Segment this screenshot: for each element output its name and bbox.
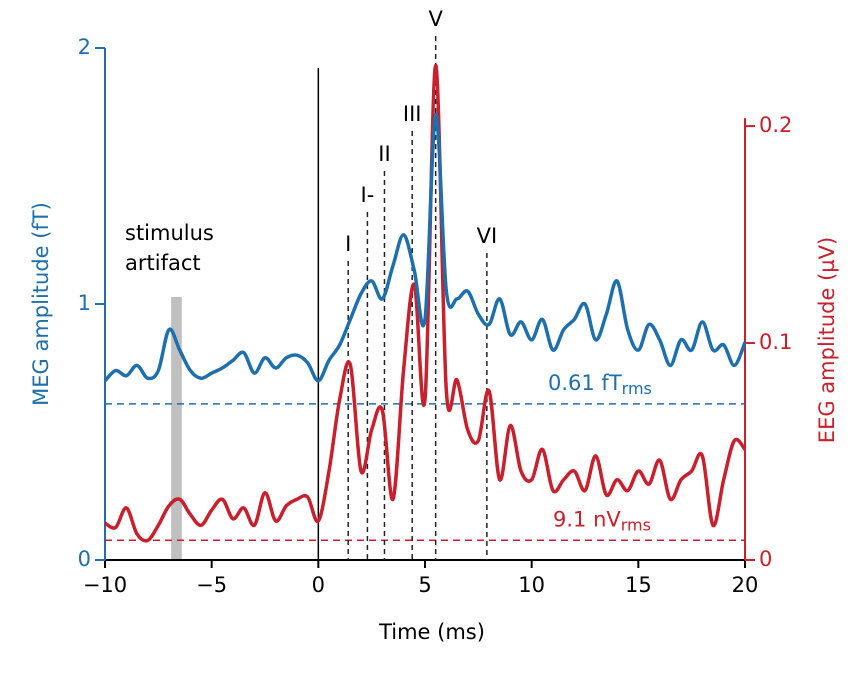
x-tick-label: −10 <box>83 573 127 597</box>
x-axis-label: Time (ms) <box>378 620 485 644</box>
annotation: stimulus <box>125 221 214 245</box>
y-axis-label: MEG amplitude (fT) <box>29 202 53 406</box>
x-tick-label: 15 <box>625 573 652 597</box>
y-tick-label: 1 <box>78 291 91 315</box>
x-tick-label: 0 <box>312 573 325 597</box>
y-tick-label: 0 <box>78 547 91 571</box>
annotation: artifact <box>125 251 201 275</box>
y-tick-label: 2 <box>78 35 91 59</box>
reference-label-sub: rms <box>622 378 652 397</box>
peak-label: I- <box>361 183 375 207</box>
reference-label: 9.1 nVrms <box>553 507 651 534</box>
series-line <box>103 112 747 383</box>
y2-tick-label: 0.1 <box>759 330 792 354</box>
x-tick-label: 10 <box>518 573 545 597</box>
peak-label: II <box>378 142 390 166</box>
peak-label: VI <box>477 224 498 248</box>
peak-label: V <box>428 7 443 31</box>
reference-label-main: 9.1 nV <box>553 507 621 531</box>
x-tick-label: −5 <box>196 573 227 597</box>
x-tick-label: 5 <box>418 573 431 597</box>
reference-label-main: 0.61 fT <box>548 371 622 395</box>
reference-label: 0.61 fTrms <box>548 371 652 398</box>
peak-label: I <box>345 232 351 256</box>
peak-label: III <box>403 102 422 126</box>
y2-axis-label: EEG amplitude (µV) <box>815 237 839 443</box>
series-line <box>104 63 747 543</box>
y2-tick-label: 0.2 <box>759 113 792 137</box>
x-tick-label: 20 <box>732 573 759 597</box>
y2-tick-label: 0 <box>759 547 772 571</box>
reference-label-sub: rms <box>621 515 651 534</box>
shaded-region <box>171 297 182 560</box>
